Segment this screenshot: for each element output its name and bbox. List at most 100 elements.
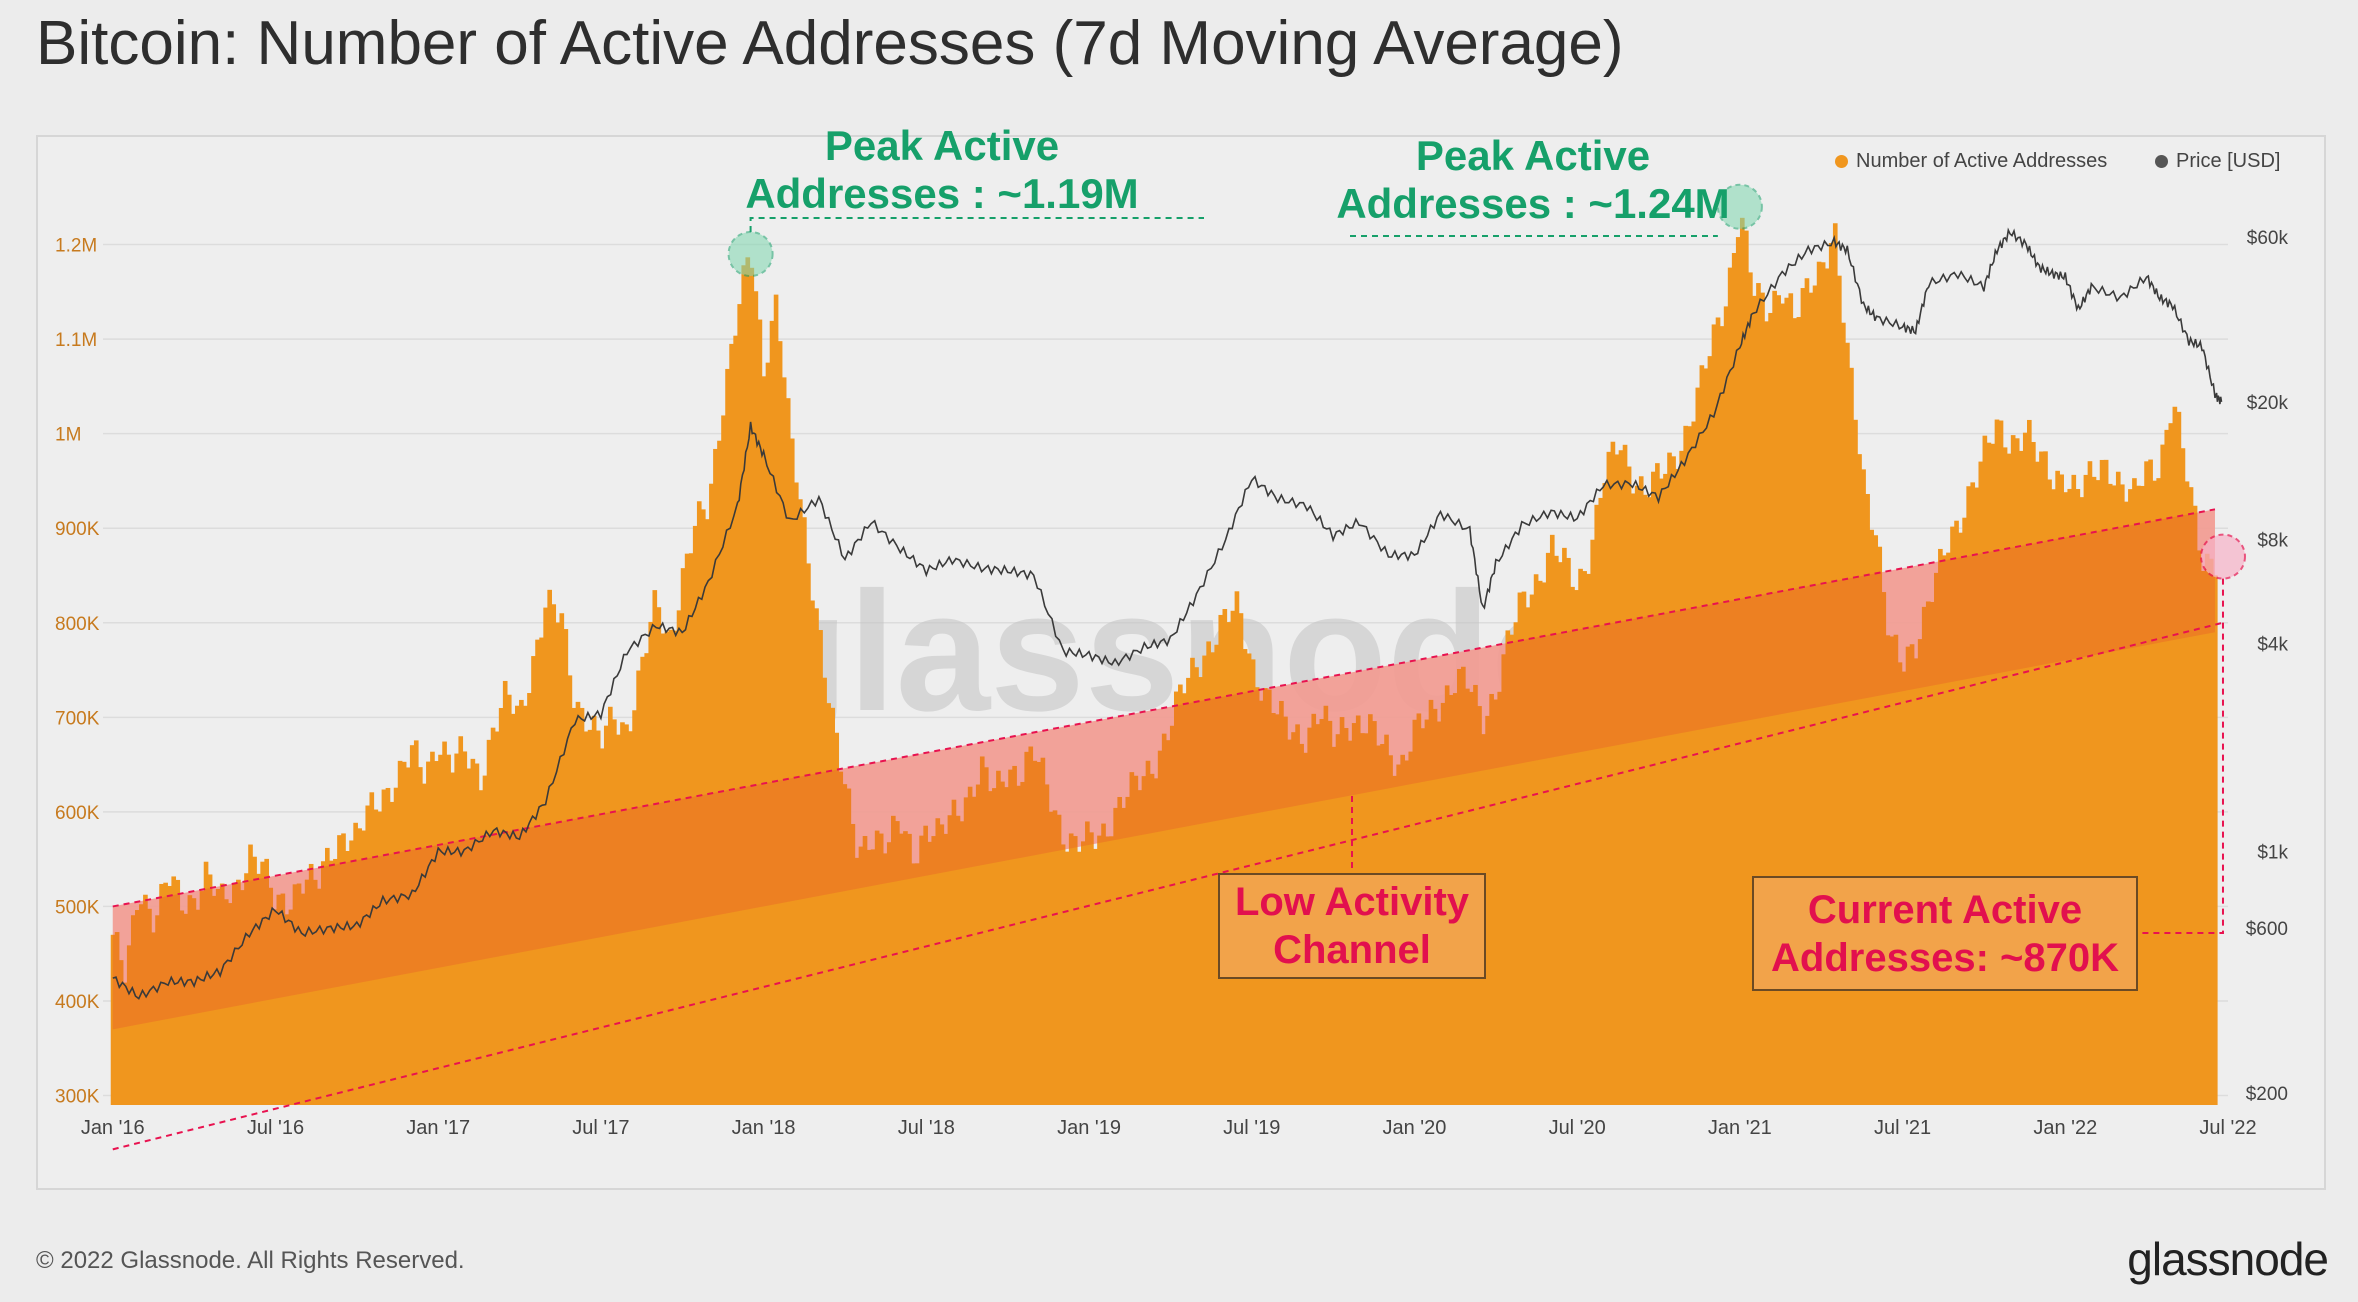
active-addresses-bar [1085, 821, 1090, 1105]
x-tick-label: Jan '17 [406, 1117, 470, 1139]
active-addresses-bar [1719, 326, 1725, 1105]
active-addresses-bar [624, 724, 629, 1105]
active-addresses-bar [2196, 550, 2202, 1105]
active-addresses-bar [1683, 425, 1689, 1105]
active-addresses-bar [502, 680, 508, 1105]
active-addresses-bar [365, 805, 371, 1105]
active-addresses-bar [551, 604, 557, 1105]
active-addresses-bar [1598, 497, 1604, 1105]
active-addresses-bar [1210, 652, 1216, 1105]
legend-item-price[interactable]: Price [USD] [2155, 150, 2280, 173]
active-addresses-bar [381, 789, 387, 1105]
active-addresses-bar [886, 842, 892, 1105]
active-addresses-bar [1004, 787, 1009, 1105]
active-addresses-bar [531, 656, 536, 1105]
legend-gray-dot-icon [2155, 155, 2168, 168]
active-addresses-bar [163, 882, 168, 1105]
active-addresses-bar [1752, 295, 1757, 1105]
active-addresses-bar [559, 613, 565, 1105]
active-addresses-bar [308, 863, 314, 1105]
active-addresses-bar [1072, 836, 1078, 1105]
active-addresses-bar [1877, 546, 1883, 1105]
active-addresses-bar [2059, 474, 2064, 1105]
legend-orange-dot-icon [1835, 155, 1848, 168]
active-addresses-bar [1032, 760, 1038, 1105]
legend-item-active-addresses[interactable]: Number of Active Addresses [1835, 150, 2107, 173]
y-left-tick-label: 300K [55, 1087, 100, 1108]
active-addresses-bar [862, 836, 868, 1105]
brand-logo: glassnode [2127, 1233, 2329, 1285]
active-addresses-bar [2160, 444, 2166, 1105]
active-addresses-bar [2075, 489, 2081, 1105]
active-addresses-bar [1748, 272, 1753, 1105]
active-addresses-bar [737, 304, 743, 1105]
active-addresses-bar [988, 791, 993, 1105]
active-addresses-bar [1853, 419, 1858, 1105]
active-addresses-bar [300, 893, 306, 1105]
active-addresses-bar [1934, 572, 1939, 1105]
active-addresses-bar [1133, 775, 1139, 1105]
active-addresses-bar [2071, 474, 2077, 1105]
active-addresses-bar [2079, 497, 2085, 1105]
active-addresses-bar [1638, 476, 1644, 1105]
active-addresses-bar [2184, 481, 2190, 1105]
active-addresses-bar [474, 763, 480, 1105]
active-addresses-bar [401, 761, 407, 1105]
active-addresses-bar [1509, 634, 1515, 1105]
active-addresses-bar [1744, 230, 1749, 1105]
active-addresses-bar [612, 719, 617, 1105]
active-addresses-bar [1056, 814, 1062, 1105]
active-addresses-bar [640, 656, 645, 1105]
active-addresses-bar [1562, 547, 1567, 1105]
active-addresses-bar [1646, 497, 1652, 1105]
active-addresses-bar [1505, 630, 1511, 1105]
active-addresses-bar [1812, 285, 1818, 1105]
active-addresses-bar [2188, 487, 2194, 1105]
active-addresses-bar [288, 909, 294, 1105]
active-addresses-bar [203, 861, 209, 1105]
active-addresses-bar [2010, 435, 2016, 1105]
active-addresses-bar [721, 415, 726, 1105]
active-addresses-bar [967, 786, 973, 1105]
active-addresses-bar [903, 831, 908, 1105]
active-addresses-bar [284, 914, 290, 1105]
price-line-layer [112, 227, 2223, 1000]
active-addresses-bar [1849, 367, 1854, 1105]
active-addresses-bar [1760, 292, 1765, 1105]
active-addresses-bar [729, 343, 734, 1105]
active-addresses-bar [134, 910, 140, 1105]
active-addresses-bar [1982, 435, 1988, 1105]
active-addresses-bar [834, 732, 840, 1105]
active-addresses-bar [2144, 461, 2149, 1105]
active-addresses-bar [438, 754, 443, 1105]
active-addresses-bar [2111, 485, 2117, 1105]
active-addresses-bar [341, 833, 346, 1105]
active-addresses-bar [155, 915, 160, 1105]
active-addresses-bar [1845, 342, 1850, 1105]
current-active-box: Current Active Addresses: ~870K [1752, 876, 2138, 991]
active-addresses-bar [765, 362, 771, 1105]
active-addresses-bar [535, 639, 540, 1105]
active-addresses-bar [1687, 426, 1693, 1105]
active-addresses-bar [1946, 552, 1951, 1105]
active-addresses-bar [2172, 406, 2178, 1105]
active-addresses-bar [955, 815, 961, 1105]
active-addresses-bar [1808, 292, 1814, 1105]
active-addresses-bar [761, 376, 767, 1105]
active-addresses-bar [280, 893, 286, 1105]
active-addresses-bar [947, 815, 953, 1105]
active-addresses-bar [1925, 601, 1931, 1105]
active-addresses-bar [304, 879, 310, 1105]
active-addresses-bar [316, 888, 322, 1105]
active-addresses-bar [806, 563, 811, 1105]
active-addresses-bar [595, 730, 601, 1105]
active-addresses-bar [1149, 773, 1155, 1105]
active-addresses-bar [329, 860, 334, 1105]
active-addresses-bar [725, 368, 730, 1105]
active-addresses-bar [793, 482, 799, 1105]
active-addresses-bar [219, 883, 225, 1105]
active-addresses-bar [1869, 529, 1874, 1105]
active-addresses-bar [1691, 421, 1697, 1105]
active-addresses-bar [122, 982, 128, 1105]
active-addresses-bar [215, 888, 221, 1105]
